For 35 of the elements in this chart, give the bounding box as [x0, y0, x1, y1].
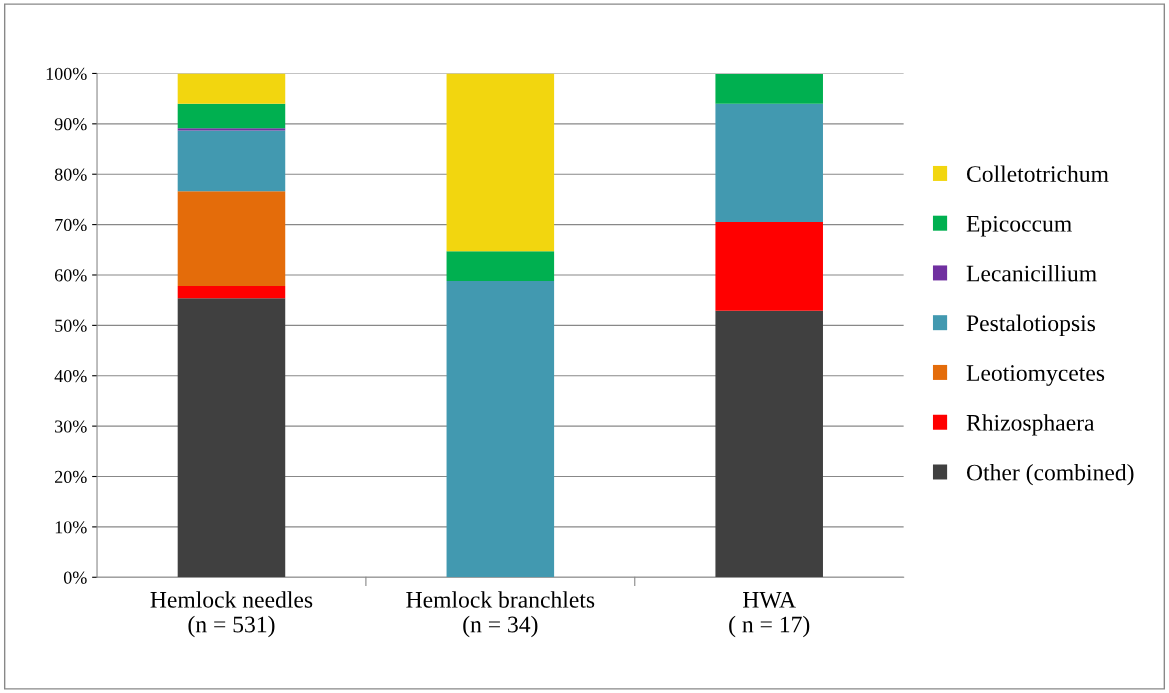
x-tick-label: Hemlock needles (n = 531)	[150, 591, 313, 638]
y-tick-label: 80%	[54, 168, 87, 181]
bar	[177, 191, 286, 287]
y-tick-label: 10%	[55, 521, 87, 534]
y-tick-label: 70%	[55, 218, 87, 232]
bar	[177, 73, 286, 104]
bar	[715, 103, 823, 223]
bar	[446, 281, 555, 578]
bar	[177, 298, 286, 578]
bar	[446, 251, 555, 282]
y-tick-label: 90%	[54, 118, 87, 131]
bar	[177, 103, 286, 129]
y-tick-label: 100%	[46, 67, 87, 80]
bar	[715, 310, 823, 578]
bar	[177, 286, 286, 299]
x-tick-label: HWA ( n = 17)	[729, 591, 810, 638]
legend-label: Pestalotiopsis	[966, 314, 1096, 337]
x-tick-label: Hemlock branchlets (n = 34)	[406, 591, 595, 638]
bar	[177, 130, 286, 192]
y-tick-label: 20%	[55, 470, 87, 484]
bar	[715, 73, 823, 104]
legend-label: Epicoccum	[966, 215, 1072, 237]
bar	[715, 222, 823, 311]
y-tick-label: 60%	[54, 269, 87, 282]
legend-label: Rhizosphaera	[966, 414, 1095, 436]
y-tick-label: 0%	[63, 571, 87, 584]
y-tick-label: 50%	[55, 319, 87, 332]
legend-label: Leotiomycetes	[966, 365, 1105, 386]
legend-label: Colletotrichum	[966, 165, 1109, 182]
y-tick-label: 40%	[54, 370, 87, 383]
legend-label: Other (combined)	[966, 463, 1134, 486]
y-tick-label: 30%	[55, 420, 87, 433]
bar	[446, 73, 555, 252]
legend-label: Lecanicillium	[966, 264, 1097, 282]
bar	[177, 128, 286, 131]
